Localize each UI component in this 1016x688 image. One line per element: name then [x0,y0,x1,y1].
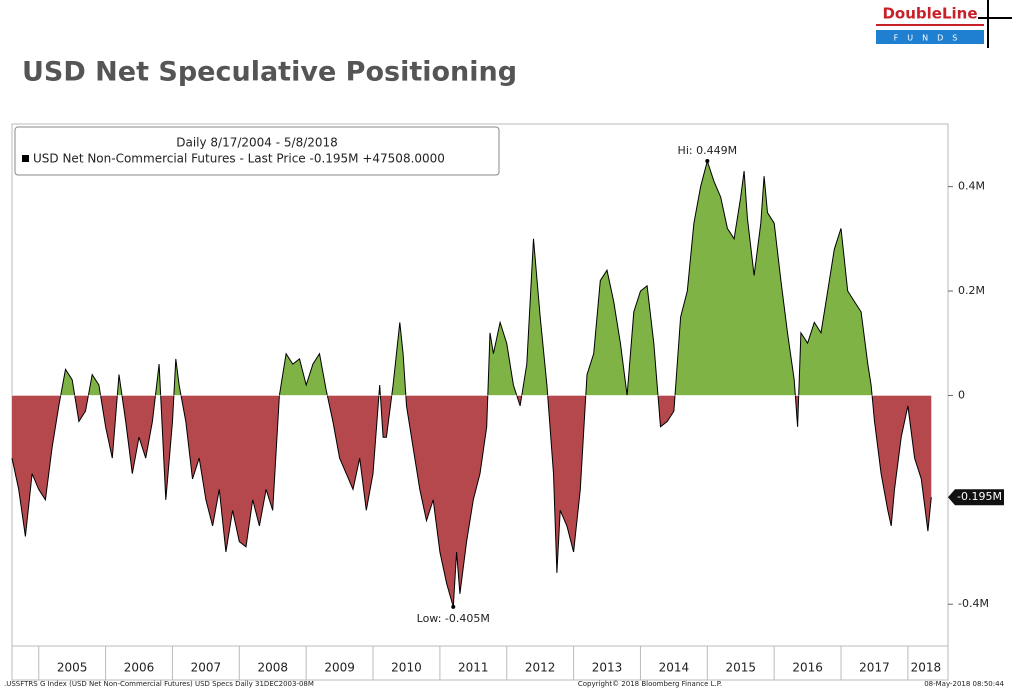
logo-name: DoubleLine [882,5,977,23]
footer-copyright: Copyright© 2018 Bloomberg Finance L.P. [578,680,722,688]
footer-date: 08-May-2018 08:50:44 [924,680,1004,688]
annotation-point [451,604,456,609]
x-tick-label: 2008 [257,661,288,675]
x-tick-label: 2011 [458,661,489,675]
y-tick-label: 0.2M [958,284,985,297]
x-tick-label: 2015 [725,661,756,675]
annotation-point [705,159,710,164]
x-tick-label: 2010 [391,661,422,675]
y-tick-label: 0.4M [958,180,985,193]
series-line [11,159,932,608]
x-tick-label: 2016 [792,661,823,675]
x-tick-label: 2006 [124,661,155,675]
footer-source: .USSFTRS G Index (USD Net Non-Commercial… [4,680,314,688]
x-tick-label: 2018 [911,661,942,675]
x-axis-strip [11,645,949,681]
legend-period: Daily 8/17/2004 - 5/8/2018 [176,136,338,150]
x-tick-label: 2013 [592,661,623,675]
annotation-label: Low: -0.405M [417,612,490,625]
annotation-label: Hi: 0.449M [678,144,738,157]
x-tick-label: 2009 [324,661,355,675]
y-tick-label: -0.4M [958,597,989,610]
x-tick-label: 2005 [57,661,88,675]
x-tick-label: 2012 [525,661,556,675]
x-tick-label: 2014 [659,661,690,675]
logo-sub: FUNDS [894,34,967,43]
legend [14,126,500,176]
logo-band [876,30,984,44]
area-negative [12,395,932,607]
legend-entry: USD Net Non-Commercial Futures - Last Pr… [33,152,445,166]
last-price-label: -0.195M [957,490,1002,503]
x-tick-label: 2007 [191,661,222,675]
last-price-tag [948,489,1004,506]
x-tick-label: 2017 [859,661,890,675]
legend-swatch [22,155,29,162]
chart-title: USD Net Speculative Positioning [22,57,517,88]
area-positive [12,161,932,396]
y-tick-label: 0 [958,388,965,401]
